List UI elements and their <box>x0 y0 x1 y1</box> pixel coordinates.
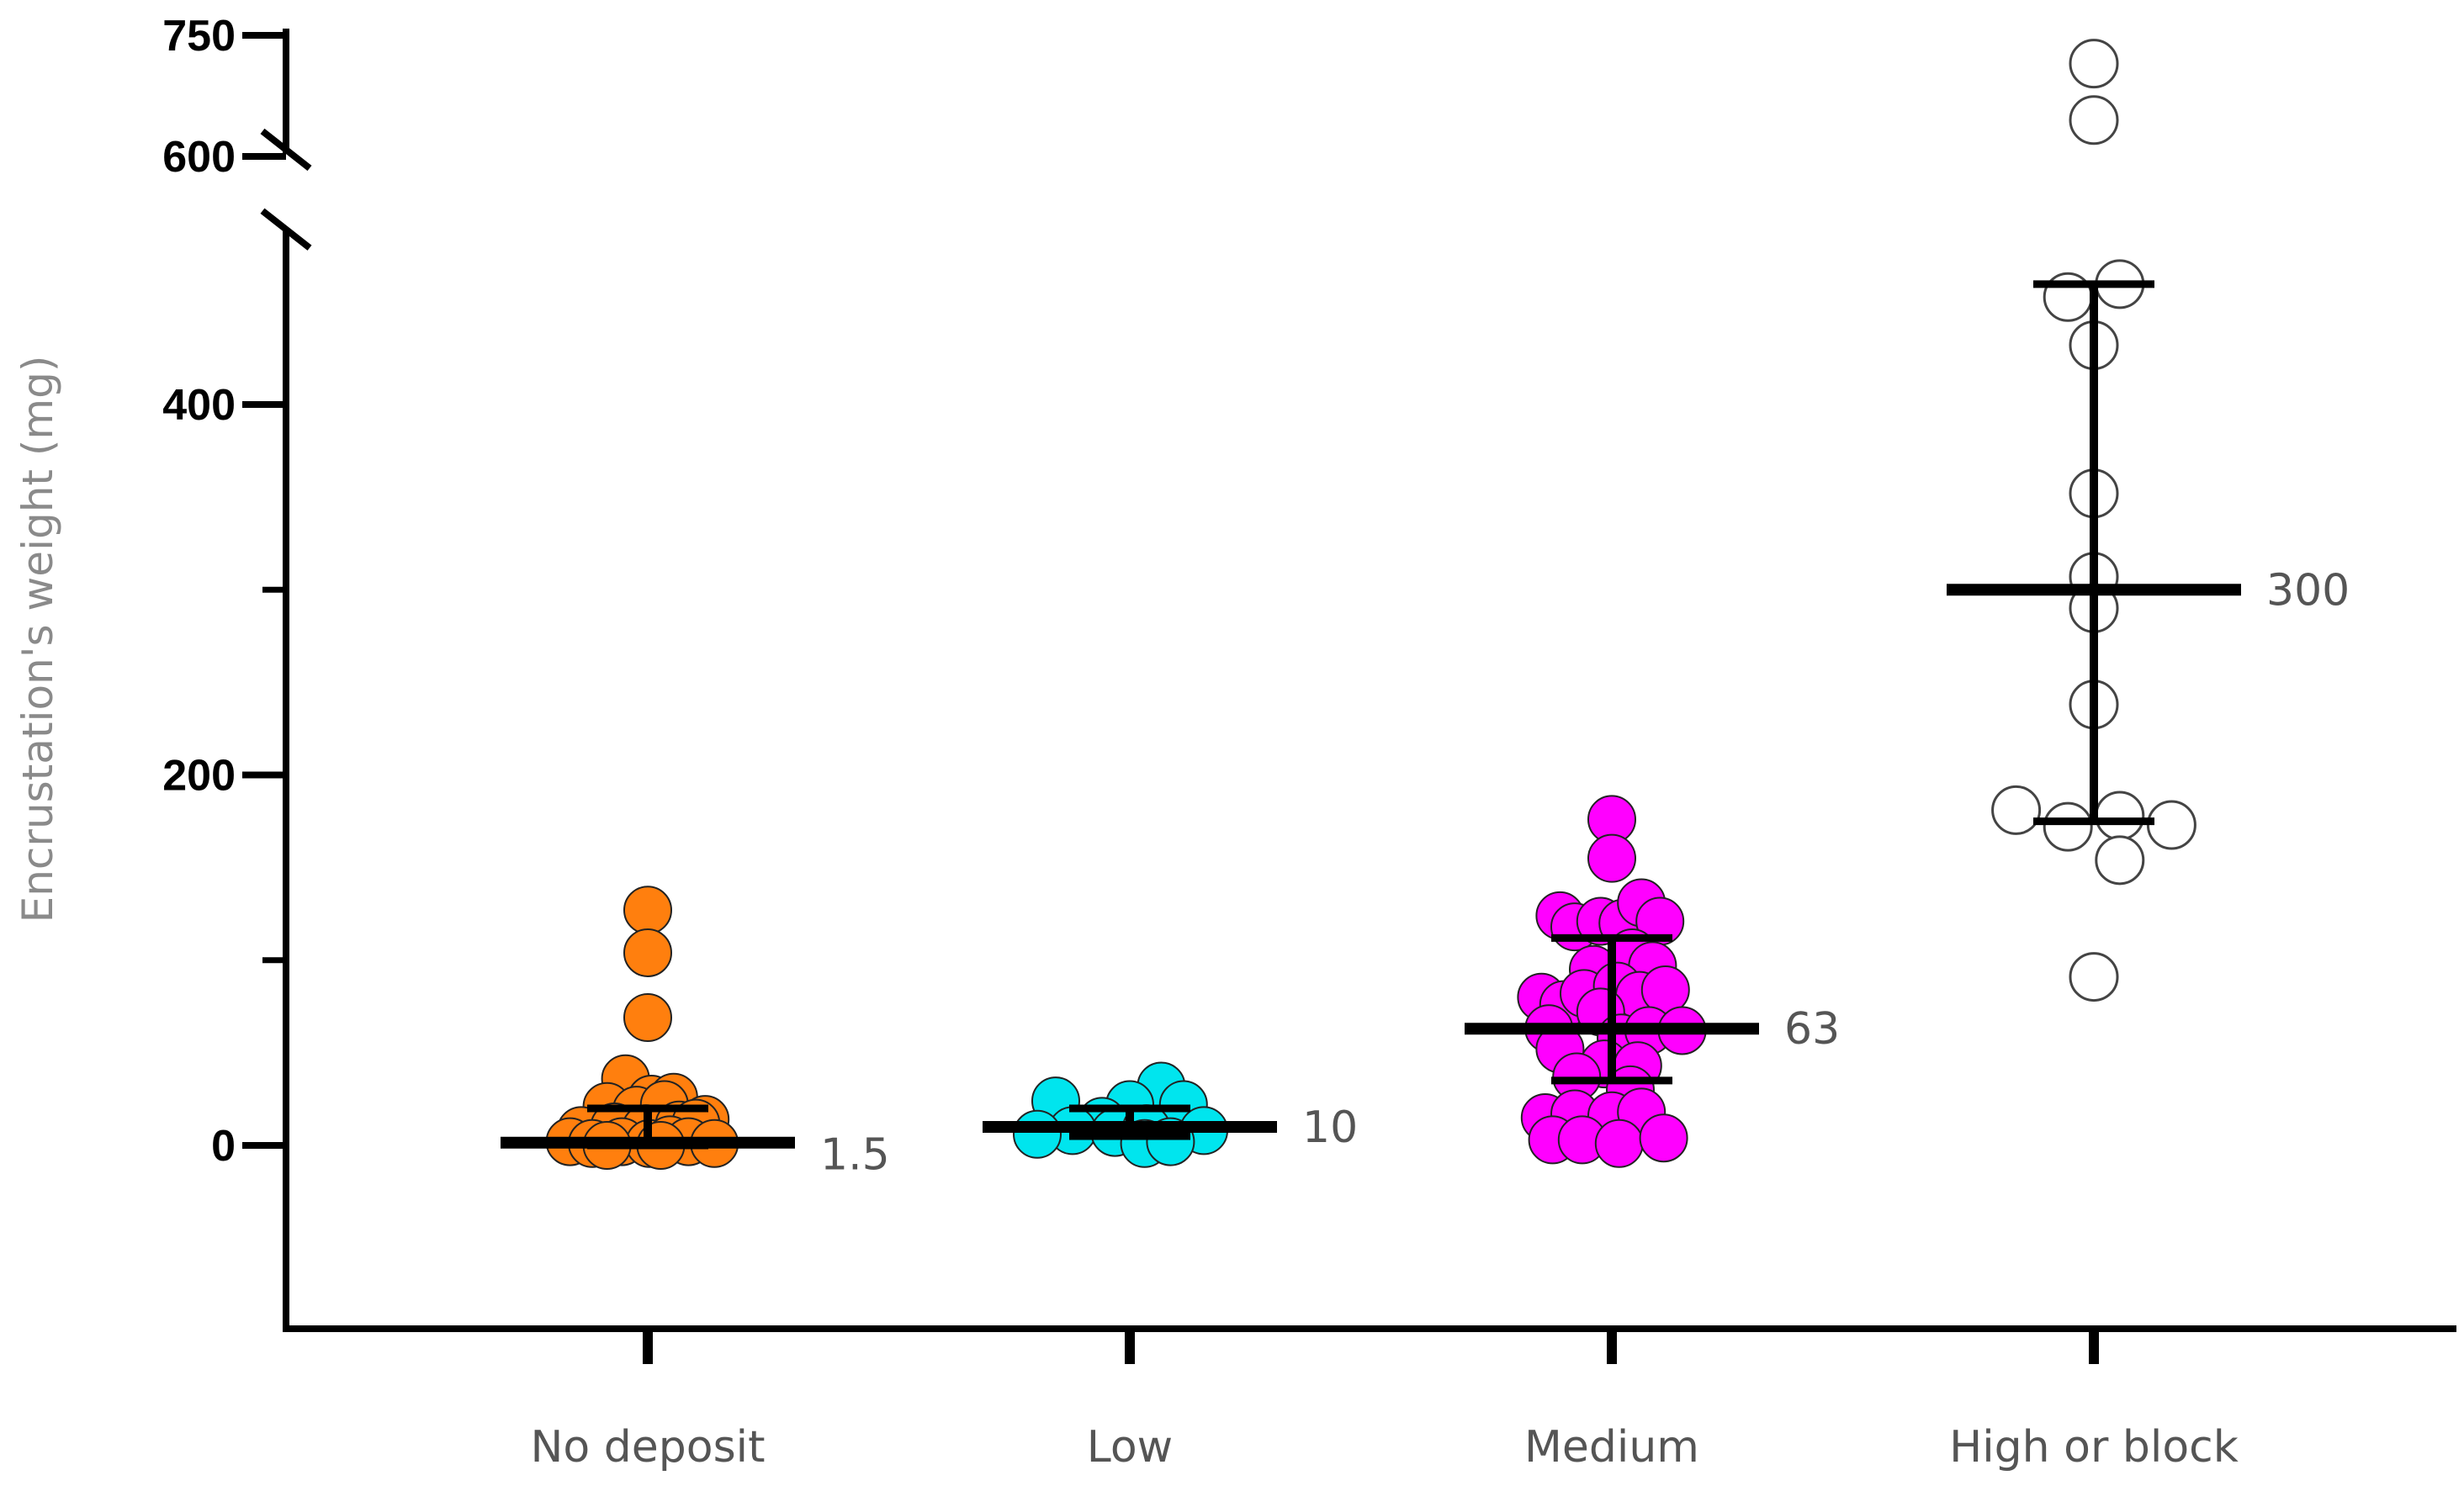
y-tick-label: 200 <box>162 752 236 801</box>
data-point <box>623 928 672 977</box>
data-point <box>2069 952 2119 1002</box>
data-point <box>1991 785 2042 835</box>
data-point <box>2069 95 2119 145</box>
data-point <box>2095 835 2145 886</box>
data-point <box>2069 39 2119 89</box>
data-point <box>2146 800 2196 850</box>
labels-layer: 1.5 10 63 300 No deposit Low Medium High or blo… <box>13 12 2350 1473</box>
data-point <box>2095 791 2145 841</box>
data-point <box>623 993 672 1043</box>
axis-break-mark <box>260 208 312 251</box>
y-axis-title: Encrustation's weight (mg) <box>13 356 62 923</box>
median-iqr-layer <box>501 280 2241 1150</box>
median-value-label: 300 <box>2266 565 2350 616</box>
y-tick-label: 750 <box>162 12 236 61</box>
x-tick-label: Medium <box>1524 1422 1699 1473</box>
x-tick-label: No deposit <box>531 1422 766 1473</box>
data-point <box>1013 1109 1062 1159</box>
median-value-label: 1.5 <box>820 1130 890 1181</box>
y-tick-label: 600 <box>162 133 236 182</box>
y-tick-label: 0 <box>211 1122 236 1171</box>
data-point <box>1594 1118 1644 1168</box>
axes-layer <box>242 29 2456 1364</box>
data-point <box>1587 833 1636 883</box>
data-point <box>623 886 672 935</box>
data-point <box>2043 801 2093 852</box>
data-point <box>1639 1113 1688 1163</box>
median-value-label: 63 <box>1784 1004 1840 1055</box>
x-tick-label: High or block <box>1949 1422 2239 1473</box>
axis-break-mark <box>260 128 312 172</box>
points-layer <box>545 39 2196 1170</box>
median-value-label: 10 <box>1302 1103 1358 1153</box>
x-tick-label: Low <box>1087 1422 1173 1473</box>
y-tick-label: 400 <box>162 381 236 430</box>
